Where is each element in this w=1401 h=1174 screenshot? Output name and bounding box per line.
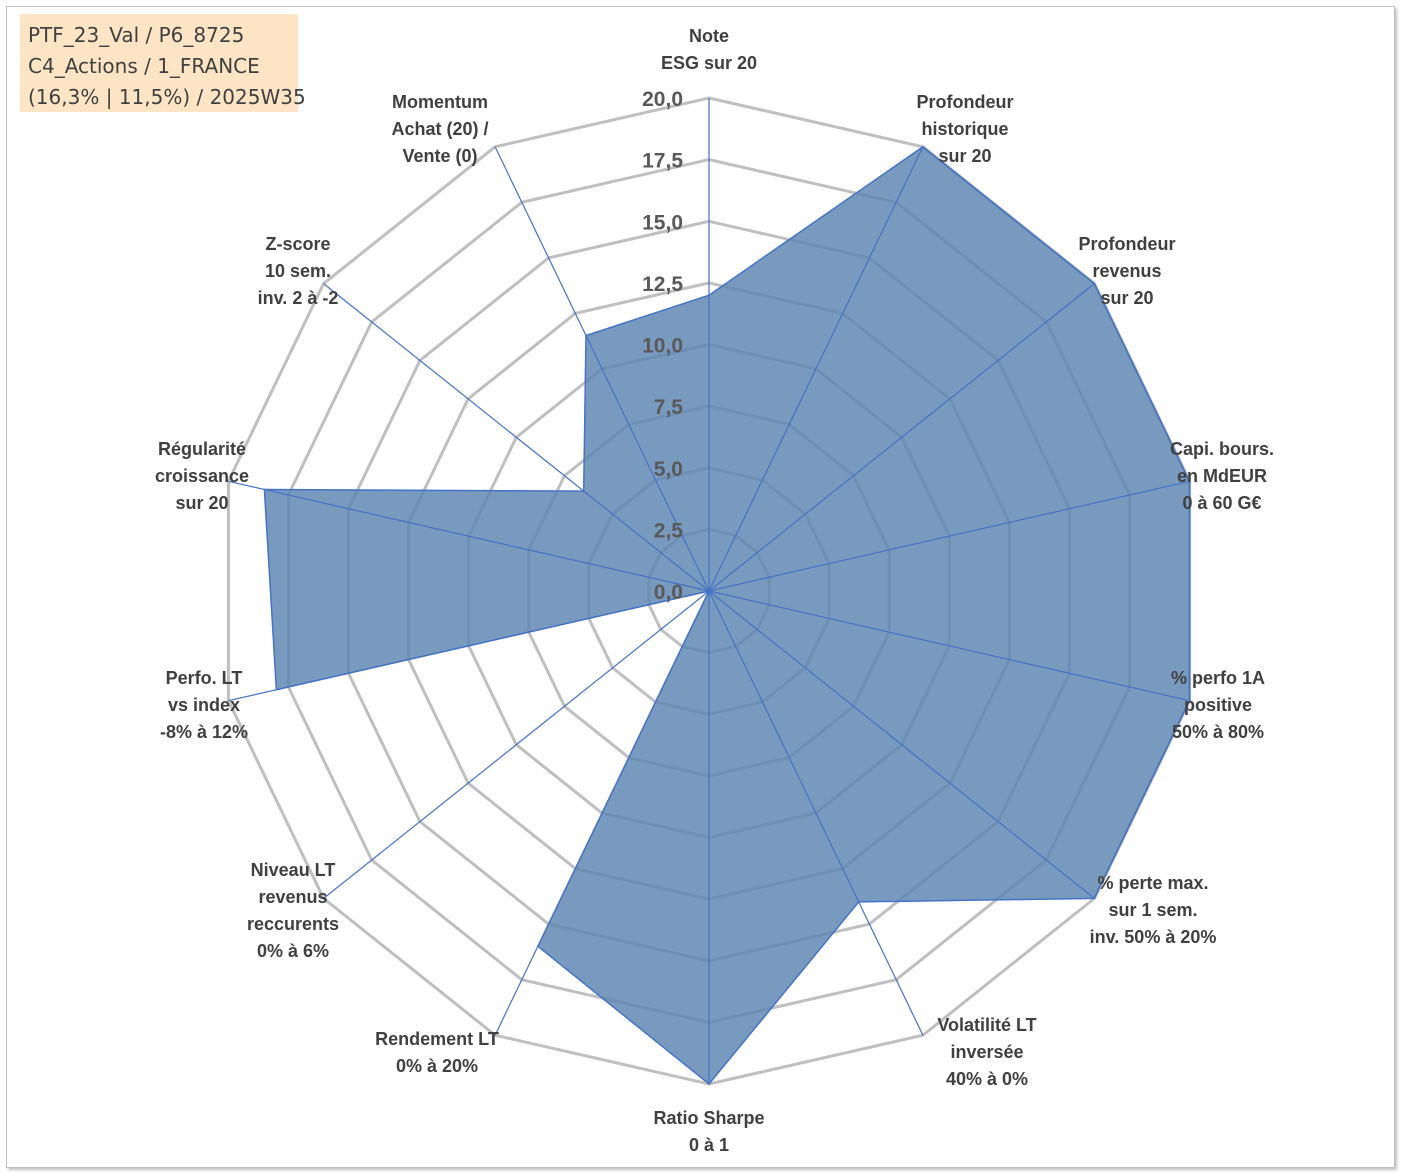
axis-label-5: % perte max. sur 1 sem. inv. 50% à 20% [1090,873,1217,947]
tick-label-5: 12,5 [642,273,683,296]
axis-spoke-3 [708,480,1190,592]
axis-label-2: Profondeur revenus sur 20 [1079,234,1176,308]
axis-label-7: Ratio Sharpe 0 à 1 [653,1108,764,1155]
axis-spoke-5 [708,590,1095,899]
info-line-category: C4_Actions / 1_FRANCE [28,54,260,78]
axis-spoke-12 [323,283,710,592]
tick-label-7: 17,5 [642,150,683,173]
axis-spoke-13 [494,146,710,592]
info-box: PTF_23_Val / P6_8725 C4_Actions / 1_FRAN… [20,14,306,112]
axis-label-11: Régularité croissance sur 20 [155,439,249,513]
info-line-stats: (16,3% | 11,5%) / 2025W35 [28,85,306,109]
axis-label-4: % perfo 1A positive 50% à 80% [1171,668,1265,742]
data-series-0 [263,145,1191,1086]
axis-spoke-10 [228,590,710,702]
axis-label-1: Profondeur historique sur 20 [917,92,1014,166]
tick-label-1: 2,5 [654,519,684,542]
axis-spoke-2 [708,283,1095,592]
tick-label-8: 20,0 [642,88,683,111]
axis-spoke-11 [228,480,710,592]
axis-spoke-4 [708,590,1190,702]
axis-spoke-6 [708,590,924,1036]
info-line-portfolio: PTF_23_Val / P6_8725 [28,23,245,47]
tick-label-2: 5,0 [654,458,683,481]
axis-label-6: Volatilité LT inversée 40% à 0% [937,1015,1036,1089]
axis-label-8: Rendement LT 0% à 20% [375,1029,499,1076]
axis-label-0: Note ESG sur 20 [661,26,757,73]
axis-spoke-1 [708,146,924,592]
tick-label-6: 15,0 [642,211,683,234]
axis-label-3: Capi. bours. en MdEUR 0 à 60 G€ [1170,439,1274,513]
axis-label-9: Niveau LT revenus reccurents 0% à 6% [247,860,339,961]
tick-label-3: 7,5 [654,396,684,419]
axis-label-12: Z-score 10 sem. inv. 2 à -2 [258,234,339,308]
axis-label-10: Perfo. LT vs index -8% à 12% [160,668,248,742]
axis-spoke-9 [323,590,710,899]
axis-spoke-8 [494,590,710,1036]
tick-label-0: 0,0 [654,581,683,604]
tick-label-4: 10,0 [642,335,683,358]
axis-label-13: Momentum Achat (20) / Vente (0) [391,92,488,166]
